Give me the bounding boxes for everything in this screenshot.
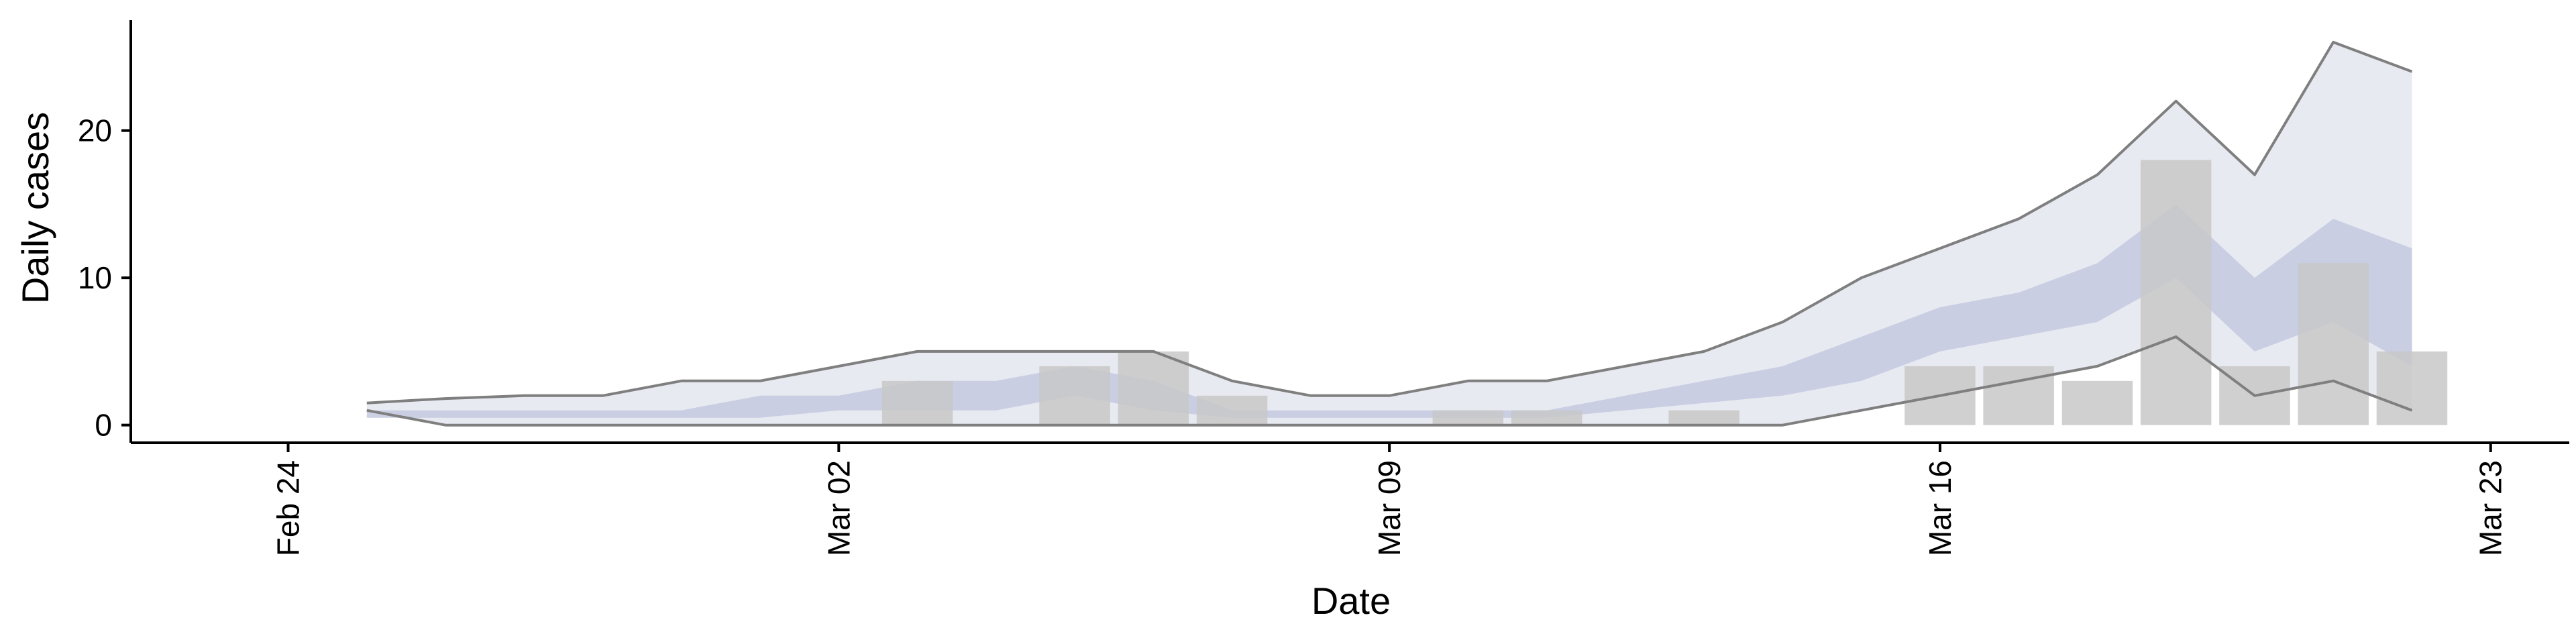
x-tick-label: Mar 02 [821, 460, 856, 556]
y-tick-label: 20 [78, 113, 112, 148]
x-tick-label: Mar 09 [1372, 460, 1407, 556]
case-bar [2298, 263, 2369, 425]
case-bar [1668, 410, 1739, 425]
axes-layer: 0 10 20 Feb 24 Mar 02 Mar 09 Mar 16 Mar 23 [78, 20, 2569, 556]
case-bar [1118, 351, 1189, 425]
y-tick-label: 0 [95, 408, 112, 443]
y-axis-title: Daily cases [14, 112, 56, 304]
bound-lines-layer [366, 40, 2413, 427]
case-bar [1511, 410, 1582, 425]
x-tick-label: Mar 16 [1923, 460, 1957, 556]
case-bar [1039, 366, 1110, 425]
x-tick-label: Mar 23 [2473, 460, 2508, 556]
y-tick-label: 10 [78, 260, 112, 295]
inner-uncertainty-band [366, 204, 2412, 418]
case-bar [881, 380, 953, 425]
case-bar [2061, 380, 2133, 425]
case-bar [1432, 410, 1504, 425]
case-bar [2376, 351, 2448, 425]
lower-bound-line [366, 335, 2413, 427]
x-tick-label: Feb 24 [271, 460, 306, 556]
upper-bound-line [366, 40, 2413, 405]
bars-layer [881, 160, 2448, 425]
estimate-outer-band-layer [366, 42, 2412, 425]
estimate-inner-band-layer [366, 204, 2412, 418]
outer-uncertainty-band [366, 42, 2412, 425]
x-axis-title: Date [1311, 580, 1391, 622]
case-bar [1196, 395, 1268, 425]
case-bar [2140, 160, 2212, 425]
